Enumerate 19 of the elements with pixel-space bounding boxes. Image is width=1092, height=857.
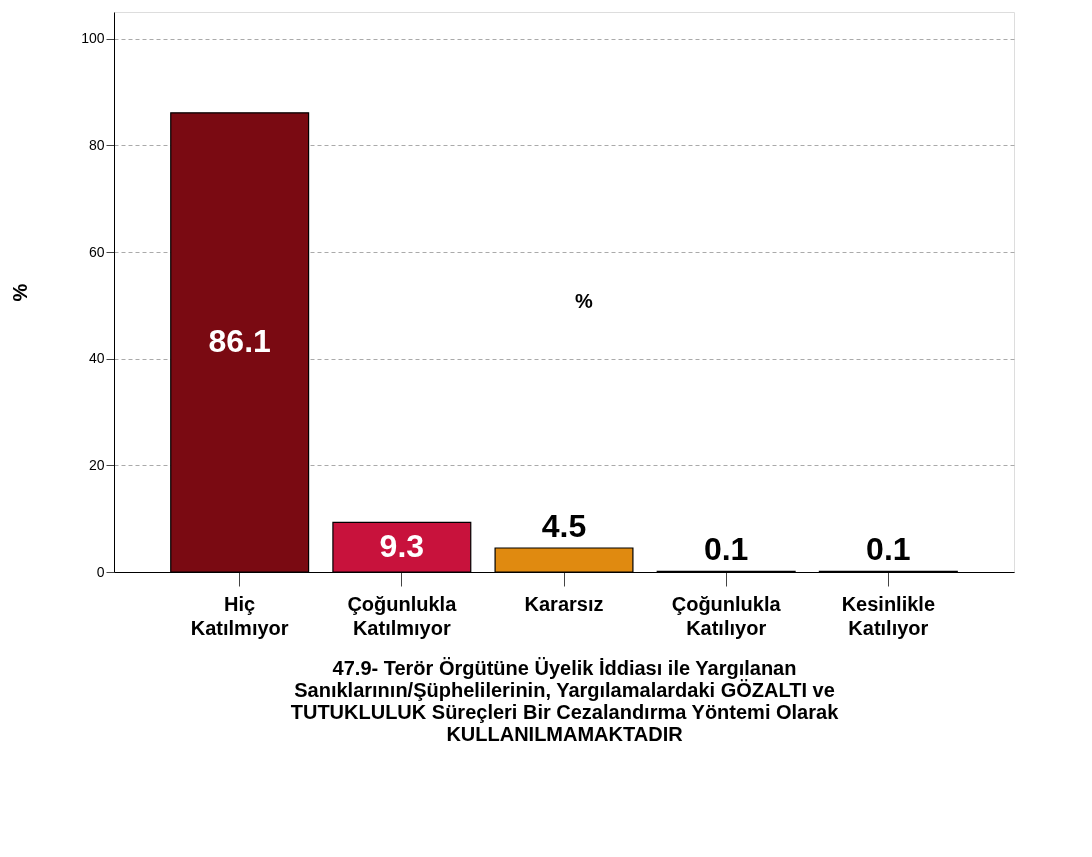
data-label: 86.1	[208, 323, 271, 360]
x-tick-label: Çoğunlukla Katılmıyor	[347, 592, 458, 639]
y-tick-label: 0	[96, 563, 105, 580]
data-label: 9.3	[379, 528, 425, 565]
x-tick-label: Kesinlikle Katılıyor	[841, 592, 936, 639]
x-tick-label: Kararsız	[524, 592, 604, 615]
data-label: 4.5	[541, 508, 587, 544]
y-tick-label: 20	[88, 456, 105, 473]
x-tick-label: Hiç Katılmıyor	[190, 592, 289, 639]
x-axis-title: 47.9- Terör Örgütüne Üyelik İddiası ile Yargılanan Sanıklarının/Şüphelilerinin, Yargılamalardaki GÖZALTI ve TUTUKLULUK Süreçleri Bir Cezalandırma Yöntemi Olarak KULLANILMAMAKTADIR	[290, 656, 840, 745]
x-tick-label: Çoğunlukla Katılıyor	[671, 592, 782, 639]
y-axis-title: %	[9, 283, 32, 302]
y-tick-label: 40	[88, 350, 105, 367]
annotation: %	[575, 290, 594, 312]
y-tick-label: 100	[81, 30, 105, 47]
data-label: 0.1	[866, 531, 911, 568]
y-tick-label: 80	[88, 136, 105, 153]
data-label: 0.1	[703, 531, 749, 568]
y-tick-label: 60	[88, 243, 105, 260]
